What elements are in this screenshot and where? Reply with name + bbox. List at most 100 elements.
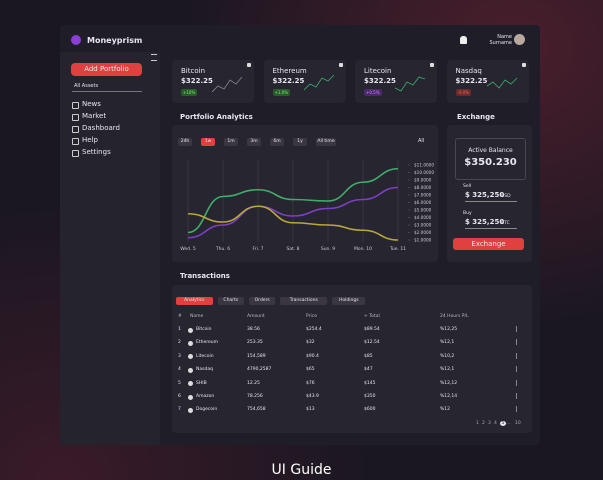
cell: 12.25 [247, 380, 260, 386]
cell: 754,658 [247, 407, 266, 413]
y-tick-label: $5.0000 [414, 208, 432, 213]
page-link[interactable]: 2 [482, 421, 485, 426]
card-sparkline [303, 72, 336, 94]
cell: 154,589 [247, 353, 266, 359]
asset-name: Bitcoin [196, 327, 212, 332]
card-name: Litecoin [364, 67, 392, 75]
card-sparkline [486, 72, 519, 94]
card-sparkline [394, 72, 427, 94]
menu-icon [72, 114, 79, 121]
range-dropdown[interactable]: All [418, 138, 425, 144]
page-link[interactable]: 3 [488, 421, 491, 426]
range-button[interactable]: 6m [270, 138, 284, 146]
section-title: Transactions [180, 272, 230, 280]
sort-arrows[interactable] [516, 406, 520, 413]
asset-name: Dogecoin [196, 407, 218, 413]
menu-item[interactable]: Settings [82, 148, 111, 156]
search[interactable]: All Assets [74, 83, 99, 89]
cell: $32 [306, 340, 315, 346]
tab[interactable]: Orders [249, 297, 276, 305]
sort-arrows[interactable] [516, 366, 520, 373]
menu-item[interactable]: News [82, 100, 101, 108]
page-link[interactable]: ... [506, 421, 511, 426]
column-header: Amount [247, 314, 265, 319]
cell: $85 [364, 353, 373, 359]
cell: $600 [364, 407, 376, 413]
cell: 1 [178, 327, 181, 332]
sell-underline [465, 201, 517, 202]
column-header: Price [306, 314, 317, 319]
brand: Moneyprism [87, 36, 143, 45]
card-change: +10% [181, 89, 198, 96]
tab[interactable]: Transactions [280, 297, 328, 305]
x-tick-label: Mon. 10 [354, 246, 372, 252]
asset-icon [188, 354, 193, 360]
sparkline-path [394, 76, 426, 92]
asset-name: Litecoin [196, 353, 214, 359]
range-button[interactable]: 1m [224, 138, 238, 146]
x-tick-label: Tue. 11 [389, 246, 406, 252]
cell: $89.54 [364, 327, 380, 332]
caption: UI Guide [271, 462, 332, 478]
y-tick-label: $8.0000 [414, 185, 432, 190]
line-chart: Wed. 5 Thu. 6 Fri. 7 Sat. 8 Sun. 9 Mon. 10 Tue… [180, 160, 434, 252]
asset-icon [188, 367, 193, 373]
cell: $65 [306, 367, 315, 373]
page-link[interactable]: 4 [494, 421, 497, 426]
add-portfolio-button[interactable]: Add Portfolio [71, 63, 142, 76]
range-button[interactable]: 24h [178, 138, 192, 146]
card-change: -0.0% [455, 89, 472, 96]
sort-arrows[interactable] [516, 326, 520, 332]
page-link[interactable]: 1 [476, 421, 479, 426]
asset-icon [188, 394, 193, 400]
buy-label: Buy [463, 211, 472, 216]
sort-arrows[interactable] [516, 379, 520, 386]
cell: $254.4 [306, 327, 322, 332]
tab[interactable]: Charts [217, 297, 244, 305]
cell: 2 [178, 340, 181, 346]
sell-currency[interactable]: USD [501, 194, 511, 199]
series-line [187, 167, 399, 234]
card-badge [430, 63, 434, 67]
page-link[interactable]: 5 [500, 421, 506, 426]
page-link[interactable]: 10 [515, 421, 521, 426]
y-tick-label: $11.0000 [414, 163, 434, 168]
range-button[interactable]: 3m [247, 138, 261, 146]
sort-arrows[interactable] [516, 339, 520, 346]
sort-arrows[interactable] [516, 393, 520, 399]
menu-item[interactable]: Market [82, 112, 107, 120]
y-tick-label: $6.0000 [414, 200, 432, 205]
sort-arrows[interactable] [516, 352, 520, 359]
sparkline-path [211, 76, 243, 93]
buy-underline [465, 228, 517, 229]
avatar[interactable] [514, 34, 525, 45]
search-underline [72, 91, 142, 92]
cell: 3 [178, 353, 181, 359]
buy-currency[interactable]: BTC [501, 221, 510, 226]
menu-item[interactable]: Dashboard [82, 124, 120, 132]
range-button[interactable]: 1y [293, 138, 307, 146]
tab[interactable]: Analytics [176, 297, 213, 305]
transactions-panel [172, 285, 532, 433]
cell: %12,1 [440, 340, 455, 346]
range-button[interactable]: 1w [201, 138, 215, 146]
range-button[interactable]: All time [316, 138, 336, 146]
cell: 5 [178, 380, 181, 386]
tab[interactable]: Holdings [332, 297, 366, 305]
balance-label: Active Balance [468, 147, 513, 154]
cell: $13 [306, 407, 315, 413]
cell: $145 [364, 380, 376, 386]
user-surname: Surname [489, 40, 513, 46]
menu-toggle[interactable] [151, 54, 157, 61]
cell: %12,14 [440, 394, 458, 399]
exchange-button[interactable]: Exchange [453, 238, 524, 250]
column-header: + Total [364, 314, 380, 319]
card-badge [338, 63, 343, 67]
cell: %12,25 [440, 327, 458, 332]
asset-name: Ethereum [196, 340, 218, 346]
card-badge [247, 63, 251, 67]
card-name: Bitcoin [181, 67, 206, 75]
asset-icon [188, 327, 193, 333]
asset-name: Amazon [196, 394, 215, 399]
menu-item[interactable]: Help [82, 136, 98, 144]
